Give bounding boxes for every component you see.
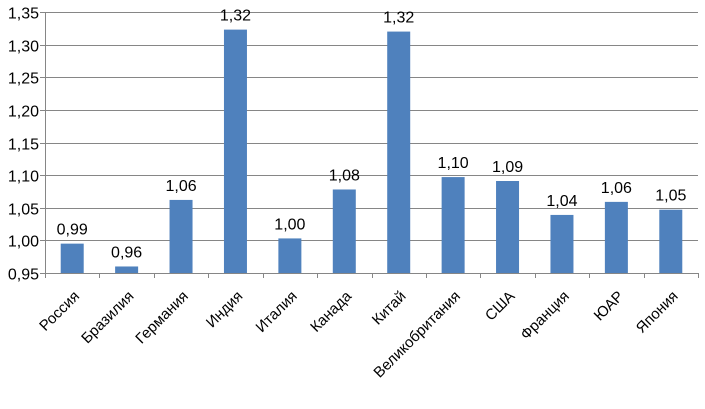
data-label: 1,04: [546, 193, 577, 210]
bar: [332, 189, 356, 273]
data-label: 1,32: [220, 8, 251, 25]
data-label: 0,99: [57, 222, 88, 239]
bar: [659, 209, 683, 273]
data-label: 0,96: [111, 244, 142, 261]
x-tick-label: Франция: [517, 288, 572, 343]
x-tick-label: Бразилия: [78, 288, 137, 347]
bar: [60, 243, 84, 273]
y-tick-label: 1,10: [8, 169, 39, 186]
bar: [115, 266, 139, 273]
x-tick-label: Россия: [36, 288, 83, 335]
y-tick-label: 1,00: [8, 234, 39, 251]
data-label: 1,08: [329, 167, 360, 184]
y-tick-label: 1,15: [8, 137, 39, 154]
x-tick-label: Канада: [307, 287, 355, 335]
data-label: 1,10: [438, 155, 469, 172]
data-label: 1,06: [165, 178, 196, 195]
bar: [550, 214, 574, 273]
data-label: 1,32: [383, 10, 414, 27]
x-tick-label: Япония: [633, 288, 682, 337]
y-tick-label: 1,25: [8, 71, 39, 88]
y-tick-label: 0,95: [8, 267, 39, 284]
bar: [223, 29, 247, 274]
x-tick-label: США: [482, 288, 518, 324]
y-tick-label: 1,35: [8, 6, 39, 23]
data-label: 1,05: [655, 188, 686, 205]
y-tick-label: 1,05: [8, 202, 39, 219]
bars: [60, 29, 683, 274]
bar: [387, 31, 411, 274]
data-labels: 0,99 0,96 1,06 1,32 1,00 1,08 1,32 1,10 1,09 1,04…: [57, 8, 687, 262]
bar: [604, 201, 628, 273]
data-label: 1,09: [492, 159, 523, 176]
x-tick-label: ЮАР: [591, 288, 628, 325]
axes: [40, 12, 699, 278]
bar: [441, 177, 465, 273]
x-tick-label: Германия: [132, 288, 192, 348]
x-tick-label: Индия: [203, 288, 246, 331]
bar: [278, 238, 302, 273]
data-label: 1,06: [601, 180, 632, 197]
y-tick-label: 1,20: [8, 104, 39, 121]
bar: [169, 199, 193, 273]
y-tick-labels: 0,95 1,00 1,05 1,10 1,15 1,20 1,25 1,30 1,35: [8, 6, 39, 284]
y-tick-label: 1,30: [8, 39, 39, 56]
bar: [496, 180, 520, 273]
x-tick-label: Китай: [369, 288, 410, 329]
data-label: 1,00: [274, 216, 305, 233]
grid-lines: [45, 12, 698, 241]
x-tick-label: Италия: [253, 288, 301, 336]
